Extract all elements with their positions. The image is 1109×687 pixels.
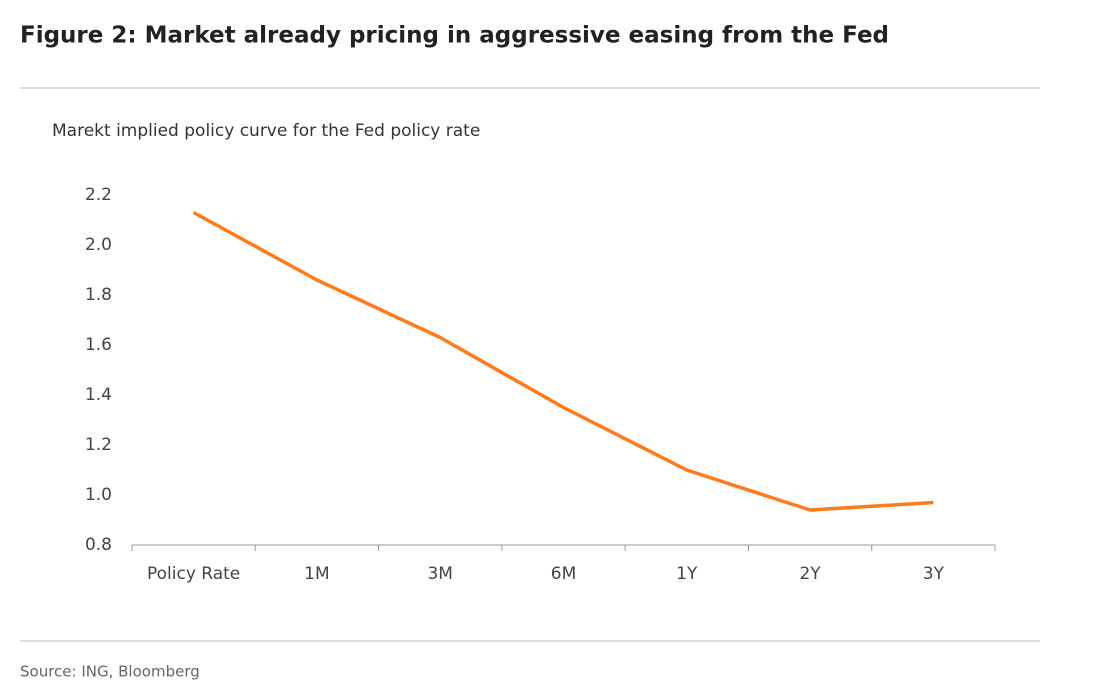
y-tick-label: 2.0 [85, 235, 112, 255]
x-tick-label: 3Y [923, 564, 945, 584]
y-tick-label: 1.0 [85, 485, 112, 505]
chart-title: Figure 2: Market already pricing in aggr… [20, 23, 889, 49]
y-tick-label: 2.2 [85, 185, 112, 205]
x-tick-label: Policy Rate [147, 564, 240, 584]
chart-subtitle: Marekt implied policy curve for the Fed … [52, 121, 480, 141]
y-tick-label: 1.6 [85, 335, 112, 355]
x-tick-label: 1M [304, 564, 329, 584]
x-tick-label: 1Y [676, 564, 698, 584]
y-tick-label: 1.2 [85, 435, 112, 455]
data-line [192, 210, 934, 512]
y-tick-label: 0.8 [85, 535, 112, 555]
x-tick-label: 6M [551, 564, 576, 584]
x-tick-label: 2Y [799, 564, 821, 584]
y-tick-label: 1.8 [85, 285, 112, 305]
source-note: Source: ING, Bloomberg [20, 663, 200, 681]
y-tick-label: 1.4 [85, 385, 112, 405]
x-tick-label: 3M [427, 564, 452, 584]
